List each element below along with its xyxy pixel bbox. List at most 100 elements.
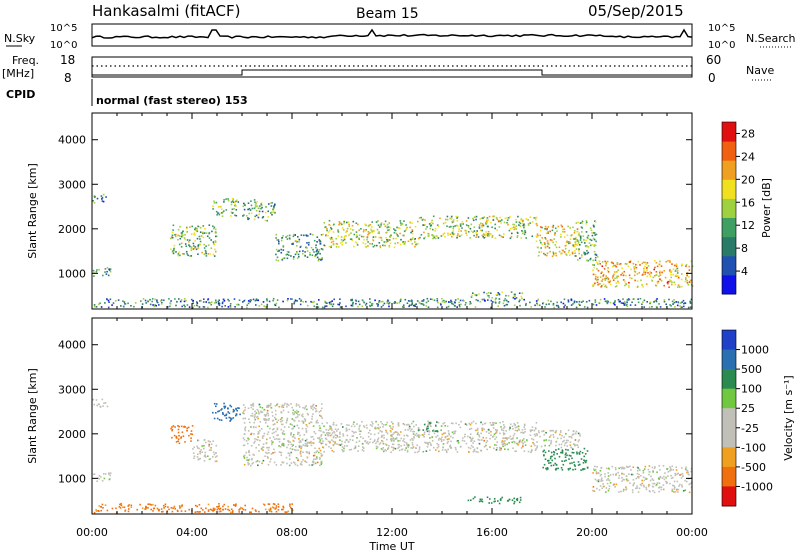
scatter-cell [674,270,677,272]
scatter-cell [284,511,286,513]
scatter-cell [213,202,216,204]
scatter-cell [362,450,365,452]
scatter-cell [262,459,265,462]
scatter-cell [361,448,364,451]
scatter-cell [351,305,354,307]
scatter-cell [196,505,199,508]
scatter-cell [418,434,421,437]
scatter-cell [416,243,419,245]
scatter-cell [465,230,467,232]
scatter-cell [443,299,445,302]
scatter-cell [377,305,379,307]
scatter-cell [218,419,221,421]
scatter-cell [511,441,513,443]
scatter-cell [147,507,149,509]
scatter-cell [339,302,341,304]
scatter-cell [190,247,193,250]
scatter-cell [144,508,146,510]
scatter-cell [495,449,498,451]
scatter-cell [572,226,574,229]
scatter-cell [636,485,638,487]
scatter-cell [565,452,567,454]
scatter-cell [551,459,553,462]
scatter-cell [266,406,268,408]
scatter-cell [472,442,474,444]
scatter-cell [184,441,186,443]
scatter-cell [276,428,279,431]
scatter-cell [275,237,277,239]
scatter-cell [576,301,578,303]
scatter-cell [469,237,471,239]
scatter-cell [576,244,578,247]
scatter-cell [403,423,406,426]
scatter-cell [574,252,576,254]
scatter-cell [430,444,432,447]
scatter-cell [478,439,481,441]
scatter-cell [319,252,321,255]
scatter-cell [170,507,173,509]
scatter-cell [336,436,339,438]
scatter-cell [656,298,658,300]
scatter-cell [154,304,156,306]
scatter-cell [560,437,562,440]
scatter-cell [100,306,103,308]
scatter-cell [504,440,506,442]
scatter-cell [327,440,330,443]
scatter-cell [322,440,324,442]
scatter-cell [250,406,253,409]
scatter-cell [194,246,197,248]
scatter-cell [207,509,210,511]
scatter-cell [184,510,187,512]
scatter-cell [609,280,612,282]
scatter-cell [208,224,211,226]
scatter-cell [574,465,576,467]
scatter-cell [319,449,322,452]
scatter-cell [520,219,522,221]
scatter-cell [300,299,303,302]
scatter-cell [332,303,335,305]
scatter-cell [294,253,297,256]
scatter-cell [204,249,207,252]
scatter-cell [457,225,459,227]
scatter-cell [439,302,442,305]
scatter-cell [193,455,196,457]
scatter-cell [526,439,528,441]
scatter-cell [108,269,111,272]
scatter-cell [275,507,277,509]
scatter-cell [373,440,376,443]
scatter-cell [265,419,268,422]
scatter-cell [296,245,298,247]
y-tick-label: 1000 [58,267,86,280]
scatter-cell [282,249,285,251]
scatter-cell [242,412,244,414]
scatter-cell [202,225,205,227]
scatter-cell [298,255,300,258]
scatter-cell [545,303,548,306]
scatter-cell [403,243,406,245]
scatter-cell [380,222,383,224]
scatter-cell [299,439,301,442]
noise-search-label: N.Search [746,32,796,45]
scatter-cell [546,468,548,471]
scatter-cell [657,280,660,283]
scatter-cell [596,261,598,263]
scatter-cell [450,215,453,218]
scatter-cell [429,227,432,230]
scatter-cell [483,216,485,218]
scatter-cell [398,443,400,446]
scatter-cell [210,447,212,449]
scatter-cell [569,441,572,443]
scatter-cell [613,264,615,267]
scatter-cell [178,425,180,428]
scatter-cell [483,237,486,239]
scatter-cell [228,416,231,419]
scatter-cell [268,510,271,512]
scatter-cell [688,491,691,494]
scatter-cell [675,265,678,268]
scatter-cell [469,433,472,435]
time-axis: 00:00 04:00 08:00 12:00 16:00 20:00 00:00 [76,526,708,539]
scatter-cell [513,497,515,500]
scatter-cell [358,303,361,306]
scatter-cell [521,232,524,235]
scatter-cell [513,500,516,503]
